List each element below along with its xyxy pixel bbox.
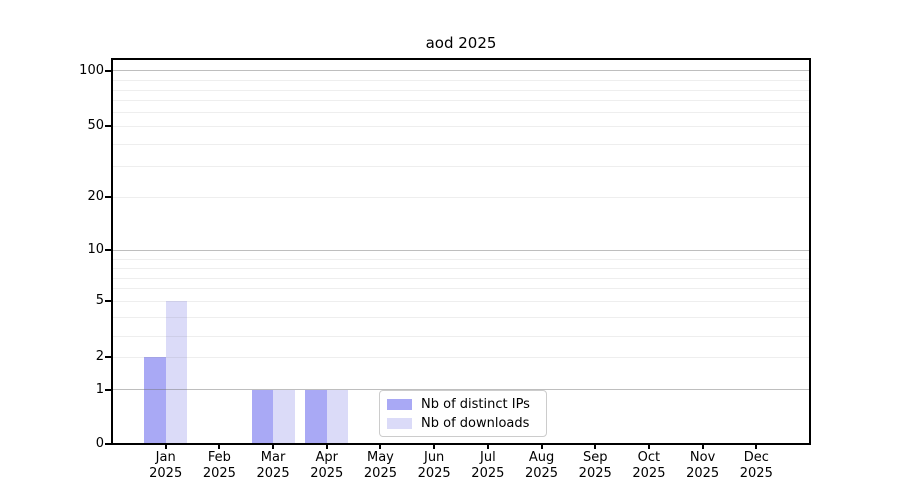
legend-label: Nb of distinct IPs	[421, 396, 530, 412]
bar-distinct-ips	[305, 389, 327, 444]
y-tick-label: 5	[95, 293, 104, 309]
major-gridline	[113, 389, 809, 391]
x-tick-mark	[379, 444, 382, 449]
y-tick-label: 2	[95, 349, 104, 365]
x-tick-mark	[325, 444, 328, 449]
y-tick-mark	[105, 442, 111, 445]
x-tick-label: Nov 2025	[686, 450, 720, 481]
legend-row: Nb of downloads	[387, 416, 546, 431]
minor-gridline	[113, 300, 809, 302]
y-tick-mark	[105, 125, 111, 127]
x-tick-mark	[540, 444, 543, 449]
x-tick-label: Dec 2025	[739, 450, 773, 481]
legend-row: Nb of distinct IPs	[387, 397, 546, 412]
bar-distinct-ips	[251, 389, 274, 444]
y-tick-mark	[105, 388, 111, 391]
y-tick-label: 0	[95, 435, 104, 451]
chart-title: aod 2025	[425, 34, 497, 52]
x-tick-mark	[486, 444, 489, 449]
bar-downloads	[326, 389, 349, 444]
minor-gridline	[113, 166, 809, 168]
legend-swatch	[387, 417, 412, 429]
minor-gridline	[113, 317, 809, 318]
minor-gridline	[113, 196, 809, 198]
x-tick-label: Sep 2025	[578, 450, 612, 481]
y-tick-mark	[105, 300, 111, 303]
y-tick-mark	[105, 356, 111, 359]
minor-gridline	[113, 356, 809, 358]
x-tick-label: Feb 2025	[202, 450, 236, 481]
bar-downloads	[165, 301, 188, 444]
y-tick-label: 100	[79, 62, 104, 78]
minor-gridline	[113, 259, 809, 261]
x-tick-label: Mar 2025	[256, 450, 290, 481]
x-tick-label: Aug 2025	[524, 450, 559, 481]
x-tick-label: Jul 2025	[471, 450, 505, 481]
minor-gridline	[113, 79, 809, 81]
minor-gridline	[113, 99, 809, 101]
x-tick-mark	[594, 444, 597, 449]
x-tick-mark	[701, 444, 704, 449]
x-tick-label: Oct 2025	[632, 450, 666, 481]
minor-gridline	[113, 277, 809, 279]
bar-distinct-ips	[144, 357, 166, 444]
y-tick-label: 50	[87, 118, 104, 133]
y-tick-mark	[105, 69, 111, 72]
x-tick-label: Jun 2025	[417, 450, 451, 481]
x-tick-label: Apr 2025	[310, 450, 344, 481]
y-tick-label: 1	[95, 381, 104, 397]
y-tick-mark	[105, 249, 111, 252]
x-tick-mark	[755, 444, 758, 449]
minor-gridline	[113, 335, 809, 337]
plot-area-frame	[111, 58, 811, 445]
x-tick-mark	[164, 444, 167, 449]
x-tick-label: Jan 2025	[149, 450, 183, 481]
minor-gridline	[113, 288, 809, 290]
minor-gridline	[113, 111, 809, 113]
major-gridline	[113, 249, 809, 251]
legend: Nb of distinct IPs Nb of downloads	[379, 390, 547, 437]
major-gridline	[113, 70, 809, 72]
minor-gridline	[113, 125, 809, 127]
y-tick-label: 20	[87, 189, 104, 205]
x-tick-mark	[218, 444, 221, 449]
y-tick-label: 10	[87, 242, 104, 258]
legend-swatch	[387, 398, 412, 410]
bar-downloads	[273, 389, 295, 444]
minor-gridline	[113, 89, 809, 91]
x-tick-mark	[647, 444, 650, 449]
legend-label: Nb of downloads	[421, 415, 530, 431]
x-tick-label: May 2025	[363, 450, 397, 481]
minor-gridline	[113, 267, 809, 269]
x-tick-mark	[433, 444, 436, 449]
y-tick-mark	[105, 196, 111, 199]
x-tick-mark	[272, 444, 275, 449]
minor-gridline	[113, 143, 809, 145]
